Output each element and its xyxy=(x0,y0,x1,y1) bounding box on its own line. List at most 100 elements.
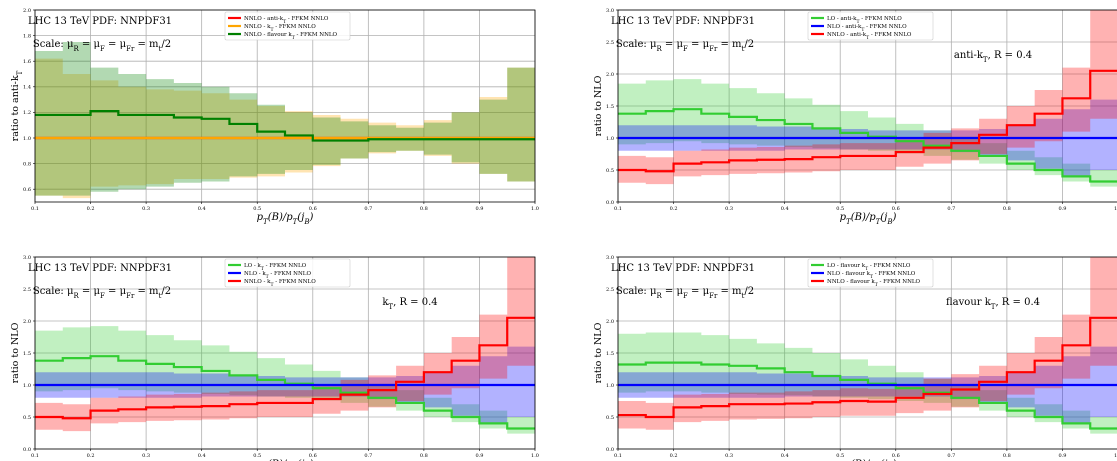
x-tick-label: 0.9 xyxy=(1058,453,1066,459)
x-tick-label: 0.7 xyxy=(364,206,372,212)
legend-label-1: NLO - flavour kT - FFKM NNLO xyxy=(827,271,916,280)
annotation-scale: Scale: μR = μF = μFr = mt/2 xyxy=(616,39,754,53)
plot-area xyxy=(35,257,535,434)
x-tick-label: 0.7 xyxy=(947,453,955,459)
legend-label-2: NNLO - flavour kT - FFKM NNLO xyxy=(827,279,921,288)
x-tick-label: 0.1 xyxy=(614,453,622,459)
series-line-0 xyxy=(35,355,535,430)
uncertainty-band-2 xyxy=(618,257,1117,430)
x-tick-label: 1.0 xyxy=(531,206,539,212)
y-tick-label: 3.0 xyxy=(23,255,31,261)
y-tick-label: 1.5 xyxy=(606,104,614,110)
legend-label-0: LO - kT - FFKM NNLO xyxy=(244,263,307,272)
y-tick-label: 0.5 xyxy=(23,415,31,421)
x-tick-label: 1.0 xyxy=(1114,453,1117,459)
x-tick-label: 0.4 xyxy=(198,453,206,459)
uncertainty-band-1 xyxy=(35,58,535,199)
uncertainty-band-2 xyxy=(35,42,535,196)
y-tick-label: 1.5 xyxy=(23,351,31,357)
x-tick-label: 1.0 xyxy=(531,453,539,459)
annotation-title: LHC 13 TeV PDF: NNPDF31 xyxy=(28,16,172,27)
y-tick-label: 2.5 xyxy=(606,40,614,46)
series-line-2 xyxy=(618,69,1117,173)
x-tick-label: 0.7 xyxy=(364,453,372,459)
x-tick-label: 0.3 xyxy=(725,206,733,212)
legend-label-1: NNLO - kT - FFKM NNLO xyxy=(244,24,316,33)
y-tick-label: 1.6 xyxy=(23,59,31,65)
x-tick-label: 0.6 xyxy=(892,453,900,459)
x-tick-label: 0.5 xyxy=(836,453,844,459)
y-tick-label: 2.0 xyxy=(23,319,31,325)
y-axis-label: ratio to NLO xyxy=(10,322,21,383)
x-tick-label: 0.4 xyxy=(198,206,206,212)
x-axis-label: pT(B)/pT(jB) xyxy=(257,459,314,461)
legend-label-1: NLO - anti-kT - FFKM NNLO xyxy=(827,24,907,33)
x-tick-label: 0.7 xyxy=(947,206,955,212)
axes-frame xyxy=(34,9,536,203)
x-tick-label: 0.4 xyxy=(781,206,789,212)
y-tick-label: 1.0 xyxy=(23,136,31,142)
x-tick-label: 0.2 xyxy=(87,206,95,212)
annotation-algorithm: flavour kT, R = 0.4 xyxy=(946,297,1040,311)
y-tick-label: 2.5 xyxy=(606,287,614,293)
legend-label-2: NNLO - flavour kT - FFKM NNLO xyxy=(244,32,338,41)
x-tick-label: 0.1 xyxy=(31,206,39,212)
plot-area xyxy=(618,257,1117,434)
y-tick-label: 2.0 xyxy=(23,8,31,14)
x-tick-label: 0.5 xyxy=(253,453,261,459)
x-tick-label: 0.8 xyxy=(420,206,428,212)
x-tick-label: 0.2 xyxy=(87,453,95,459)
x-tick-label: 0.2 xyxy=(670,206,678,212)
x-tick-label: 0.6 xyxy=(309,206,317,212)
y-tick-label: 1.2 xyxy=(23,110,31,116)
y-tick-label: 2.0 xyxy=(606,72,614,78)
y-tick-label: 1.4 xyxy=(23,85,31,91)
y-axis-label: ratio to NLO xyxy=(593,75,604,136)
x-tick-label: 1.0 xyxy=(1114,206,1117,212)
y-axis-label: ratio to anti-kT xyxy=(10,70,24,141)
legend-label-2: NNLO - anti-kT - FFKM NNLO xyxy=(827,32,912,41)
panel-bottom-right: 0.1 0.2 0.3 0.4 0.5 0.6 0.7 0.8 0.9 1.0 0.0 0.5 1.0 1… xyxy=(593,255,1117,461)
y-tick-label: 1.0 xyxy=(606,136,614,142)
x-tick-label: 0.8 xyxy=(420,453,428,459)
y-tick-label: 3.0 xyxy=(606,8,614,14)
annotation-scale: Scale: μR = μF = μFr = mt/2 xyxy=(33,286,171,300)
annotation-title: LHC 13 TeV PDF: NNPDF31 xyxy=(28,263,172,274)
y-tick-label: 0.8 xyxy=(23,161,31,167)
x-tick-label: 0.5 xyxy=(253,206,261,212)
legend-box xyxy=(224,258,351,288)
y-tick-label: 1.0 xyxy=(23,383,31,389)
y-tick-label: 0.0 xyxy=(606,447,614,453)
x-axis-label: pT(B)/pT(jB) xyxy=(840,212,897,226)
x-tick-label: 0.9 xyxy=(475,453,483,459)
x-tick-label: 0.6 xyxy=(892,206,900,212)
uncertainty-band-2 xyxy=(618,10,1117,185)
x-tick-label: 0.8 xyxy=(1003,206,1011,212)
y-tick-label: 2.5 xyxy=(23,287,31,293)
y-tick-label: 2.0 xyxy=(606,319,614,325)
x-tick-label: 0.3 xyxy=(725,453,733,459)
annotation-algorithm: kT, R = 0.4 xyxy=(382,297,437,311)
legend-label-1: NLO - kT - FFKM NNLO xyxy=(244,271,311,280)
x-tick-label: 0.3 xyxy=(142,206,150,212)
y-tick-label: 0.5 xyxy=(606,168,614,174)
series-line-2 xyxy=(35,316,535,420)
panel-top-left: 0.1 0.2 0.3 0.4 0.5 0.6 0.7 0.8 0.9 1.0 0.6 0.8 1.0 1… xyxy=(10,8,539,226)
uncertainty-band-2 xyxy=(35,257,535,432)
series-line-2 xyxy=(35,110,535,142)
series-line-0 xyxy=(618,108,1117,183)
legend-box xyxy=(224,11,351,41)
annotation-scale: Scale: μR = μF = μFr = mt/2 xyxy=(616,286,754,300)
y-tick-label: 0.0 xyxy=(606,200,614,206)
x-tick-label: 0.9 xyxy=(475,206,483,212)
panel-bottom-left: 0.1 0.2 0.3 0.4 0.5 0.6 0.7 0.8 0.9 1.0 0.0 0.5 1.0 1… xyxy=(10,255,539,461)
panel-top-right: 0.1 0.2 0.3 0.4 0.5 0.6 0.7 0.8 0.9 1.0 0.0 0.5 1.0 1… xyxy=(593,8,1117,226)
legend-label-0: NNLO - anti-kT - FFKM NNLO xyxy=(244,16,329,25)
series-line-2 xyxy=(618,316,1117,419)
x-tick-label: 0.9 xyxy=(1058,206,1066,212)
x-tick-label: 0.2 xyxy=(670,453,678,459)
